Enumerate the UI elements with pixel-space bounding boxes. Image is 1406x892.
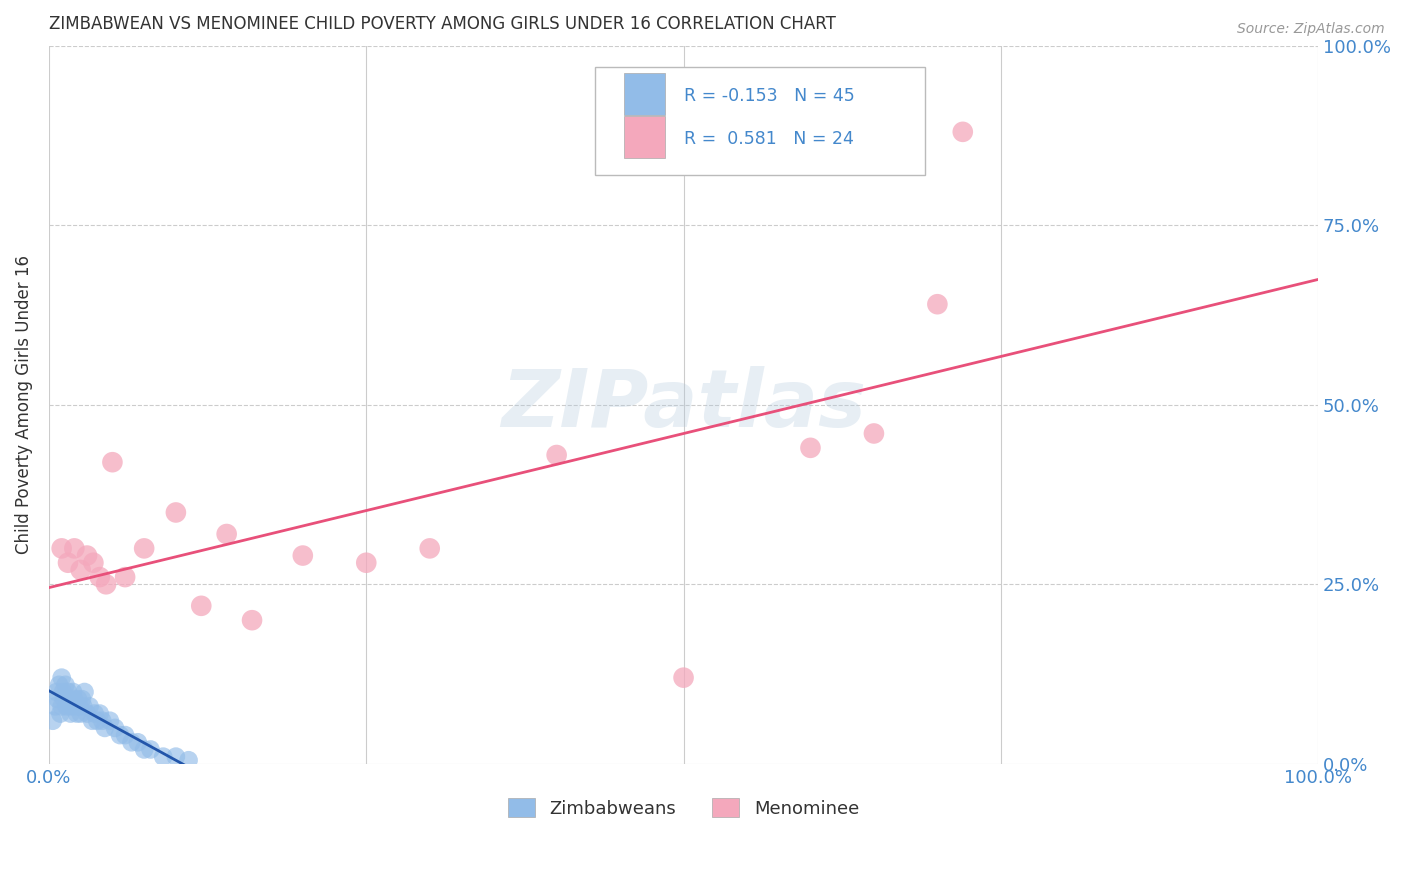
- Point: [79, 699, 101, 714]
- Point: [55, 678, 77, 692]
- Point: [51, 699, 73, 714]
- Point: [419, 541, 441, 556]
- Point: [863, 426, 886, 441]
- FancyBboxPatch shape: [624, 73, 665, 115]
- Point: [927, 297, 949, 311]
- Point: [134, 742, 156, 756]
- Point: [59, 706, 82, 721]
- Point: [82, 714, 104, 728]
- Point: [67, 699, 90, 714]
- Point: [86, 714, 108, 728]
- Point: [121, 735, 143, 749]
- Point: [152, 749, 174, 764]
- Point: [104, 721, 127, 735]
- Point: [177, 753, 200, 767]
- Point: [44, 699, 66, 714]
- Point: [94, 577, 117, 591]
- Point: [108, 728, 131, 742]
- Point: [165, 749, 187, 764]
- Point: [62, 685, 84, 699]
- Point: [58, 692, 80, 706]
- Point: [114, 728, 136, 742]
- Point: [69, 706, 91, 721]
- Point: [98, 714, 121, 728]
- Point: [63, 541, 86, 556]
- Point: [52, 685, 75, 699]
- FancyBboxPatch shape: [595, 67, 925, 175]
- Text: Source: ZipAtlas.com: Source: ZipAtlas.com: [1237, 22, 1385, 37]
- Point: [51, 541, 73, 556]
- Point: [55, 699, 77, 714]
- Point: [134, 541, 156, 556]
- Point: [65, 699, 87, 714]
- Point: [42, 714, 65, 728]
- Point: [127, 735, 149, 749]
- Point: [91, 714, 114, 728]
- Point: [56, 685, 79, 699]
- Point: [48, 678, 70, 692]
- Point: [190, 599, 212, 613]
- Point: [56, 556, 79, 570]
- Text: ZIPatlas: ZIPatlas: [501, 366, 866, 443]
- Text: R =  0.581   N = 24: R = 0.581 N = 24: [683, 130, 853, 148]
- Point: [215, 527, 238, 541]
- Text: R = -0.153   N = 45: R = -0.153 N = 45: [683, 87, 855, 105]
- Point: [799, 441, 821, 455]
- Point: [63, 692, 86, 706]
- Point: [72, 699, 94, 714]
- Point: [114, 570, 136, 584]
- Point: [89, 570, 111, 584]
- Point: [82, 556, 104, 570]
- Text: ZIMBABWEAN VS MENOMINEE CHILD POVERTY AMONG GIRLS UNDER 16 CORRELATION CHART: ZIMBABWEAN VS MENOMINEE CHILD POVERTY AM…: [49, 15, 835, 33]
- Point: [73, 685, 96, 699]
- Point: [49, 706, 72, 721]
- Point: [356, 556, 378, 570]
- Point: [952, 125, 974, 139]
- Point: [165, 506, 187, 520]
- Point: [546, 448, 568, 462]
- Point: [66, 706, 89, 721]
- Point: [101, 455, 124, 469]
- FancyBboxPatch shape: [624, 116, 665, 159]
- Point: [76, 706, 98, 721]
- Point: [60, 699, 83, 714]
- Point: [89, 706, 111, 721]
- Point: [70, 692, 93, 706]
- Point: [45, 685, 67, 699]
- Legend: Zimbabweans, Menominee: Zimbabweans, Menominee: [499, 789, 868, 827]
- Y-axis label: Child Poverty Among Girls Under 16: Child Poverty Among Girls Under 16: [15, 255, 32, 554]
- Point: [67, 692, 90, 706]
- Point: [240, 613, 263, 627]
- Point: [69, 563, 91, 577]
- Point: [139, 742, 162, 756]
- Point: [83, 706, 105, 721]
- Point: [51, 671, 73, 685]
- Point: [672, 671, 695, 685]
- Point: [46, 692, 69, 706]
- Point: [76, 549, 98, 563]
- Point: [94, 721, 117, 735]
- Point: [53, 692, 76, 706]
- Point: [291, 549, 314, 563]
